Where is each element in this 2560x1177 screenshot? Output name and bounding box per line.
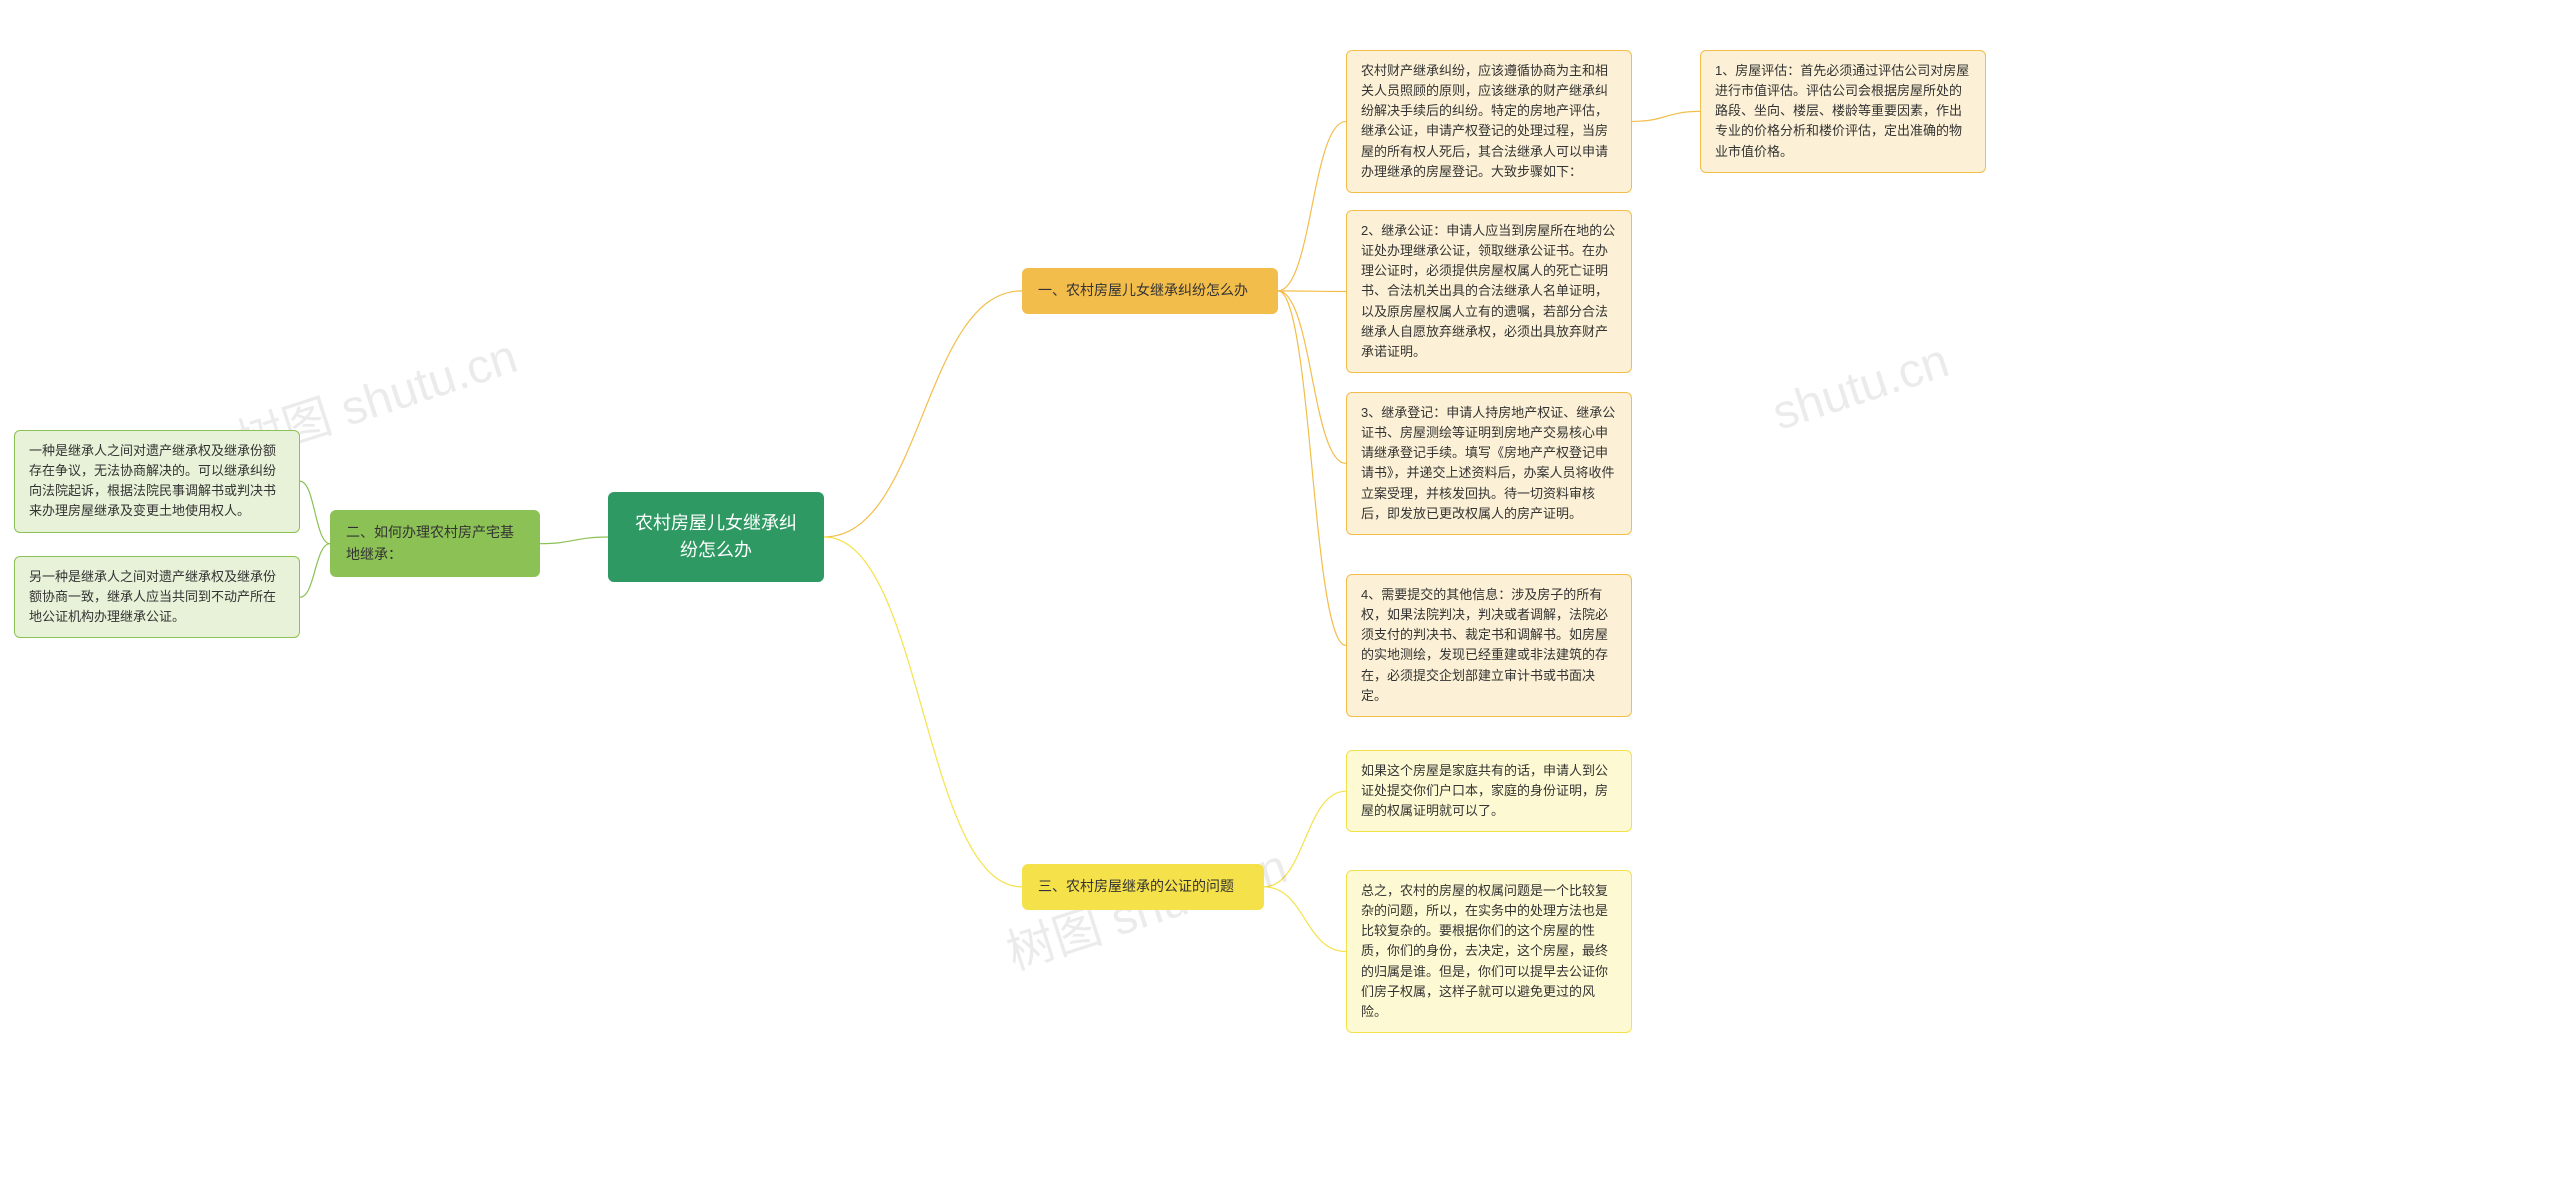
branch-2-leaf-1: 另一种是继承人之间对遗产继承权及继承份额协商一致，继承人应当共同到不动产所在地公…: [14, 556, 300, 638]
branch-1: 一、农村房屋儿女继承纠纷怎么办: [1022, 268, 1278, 314]
mindmap-root: 农村房屋儿女继承纠纷怎么办: [608, 492, 824, 582]
leaf-text: 一种是继承人之间对遗产继承权及继承份额存在争议，无法协商解决的。可以继承纠纷向法…: [29, 443, 276, 518]
branch-2-leaf-0: 一种是继承人之间对遗产继承权及继承份额存在争议，无法协商解决的。可以继承纠纷向法…: [14, 430, 300, 533]
branch-1-leaf-0: 农村财产继承纠纷，应该遵循协商为主和相关人员照顾的原则，应该继承的财产继承纠纷解…: [1346, 50, 1632, 193]
leaf-text: 3、继承登记：申请人持房地产权证、继承公证书、房屋测绘等证明到房地产交易核心申请…: [1361, 405, 1615, 521]
branch-1-leaf-0-child-0: 1、房屋评估：首先必须通过评估公司对房屋进行市值评估。评估公司会根据房屋所处的路…: [1700, 50, 1986, 173]
connector-layer: [0, 0, 2560, 1177]
branch-3-leaf-1: 总之，农村的房屋的权属问题是一个比较复杂的问题，所以，在实务中的处理方法也是比较…: [1346, 870, 1632, 1033]
branch-3-leaf-0: 如果这个房屋是家庭共有的话，申请人到公证处提交你们户口本，家庭的身份证明，房屋的…: [1346, 750, 1632, 832]
branch-1-leaf-3: 4、需要提交的其他信息：涉及房子的所有权，如果法院判决，判决或者调解，法院必须支…: [1346, 574, 1632, 717]
leaf-text: 1、房屋评估：首先必须通过评估公司对房屋进行市值评估。评估公司会根据房屋所处的路…: [1715, 63, 1969, 159]
leaf-text: 另一种是继承人之间对遗产继承权及继承份额协商一致，继承人应当共同到不动产所在地公…: [29, 569, 276, 624]
leaf-text: 总之，农村的房屋的权属问题是一个比较复杂的问题，所以，在实务中的处理方法也是比较…: [1361, 883, 1608, 1019]
watermark: shutu.cn: [1766, 333, 1956, 441]
branch-1-leaf-2: 3、继承登记：申请人持房地产权证、继承公证书、房屋测绘等证明到房地产交易核心申请…: [1346, 392, 1632, 535]
branch-2-label: 二、如何办理农村房产宅基地继承：: [346, 524, 514, 562]
branch-1-leaf-1: 2、继承公证：申请人应当到房屋所在地的公证处办理继承公证，领取继承公证书。在办理…: [1346, 210, 1632, 373]
root-text: 农村房屋儿女继承纠纷怎么办: [635, 513, 797, 560]
branch-3-label: 三、农村房屋继承的公证的问题: [1038, 878, 1234, 894]
leaf-text: 4、需要提交的其他信息：涉及房子的所有权，如果法院判决，判决或者调解，法院必须支…: [1361, 587, 1608, 703]
leaf-text: 如果这个房屋是家庭共有的话，申请人到公证处提交你们户口本，家庭的身份证明，房屋的…: [1361, 763, 1608, 818]
branch-1-label: 一、农村房屋儿女继承纠纷怎么办: [1038, 282, 1248, 298]
branch-2: 二、如何办理农村房产宅基地继承：: [330, 510, 540, 577]
leaf-text: 2、继承公证：申请人应当到房屋所在地的公证处办理继承公证，领取继承公证书。在办理…: [1361, 223, 1615, 359]
branch-3: 三、农村房屋继承的公证的问题: [1022, 864, 1264, 910]
leaf-text: 农村财产继承纠纷，应该遵循协商为主和相关人员照顾的原则，应该继承的财产继承纠纷解…: [1361, 63, 1608, 179]
